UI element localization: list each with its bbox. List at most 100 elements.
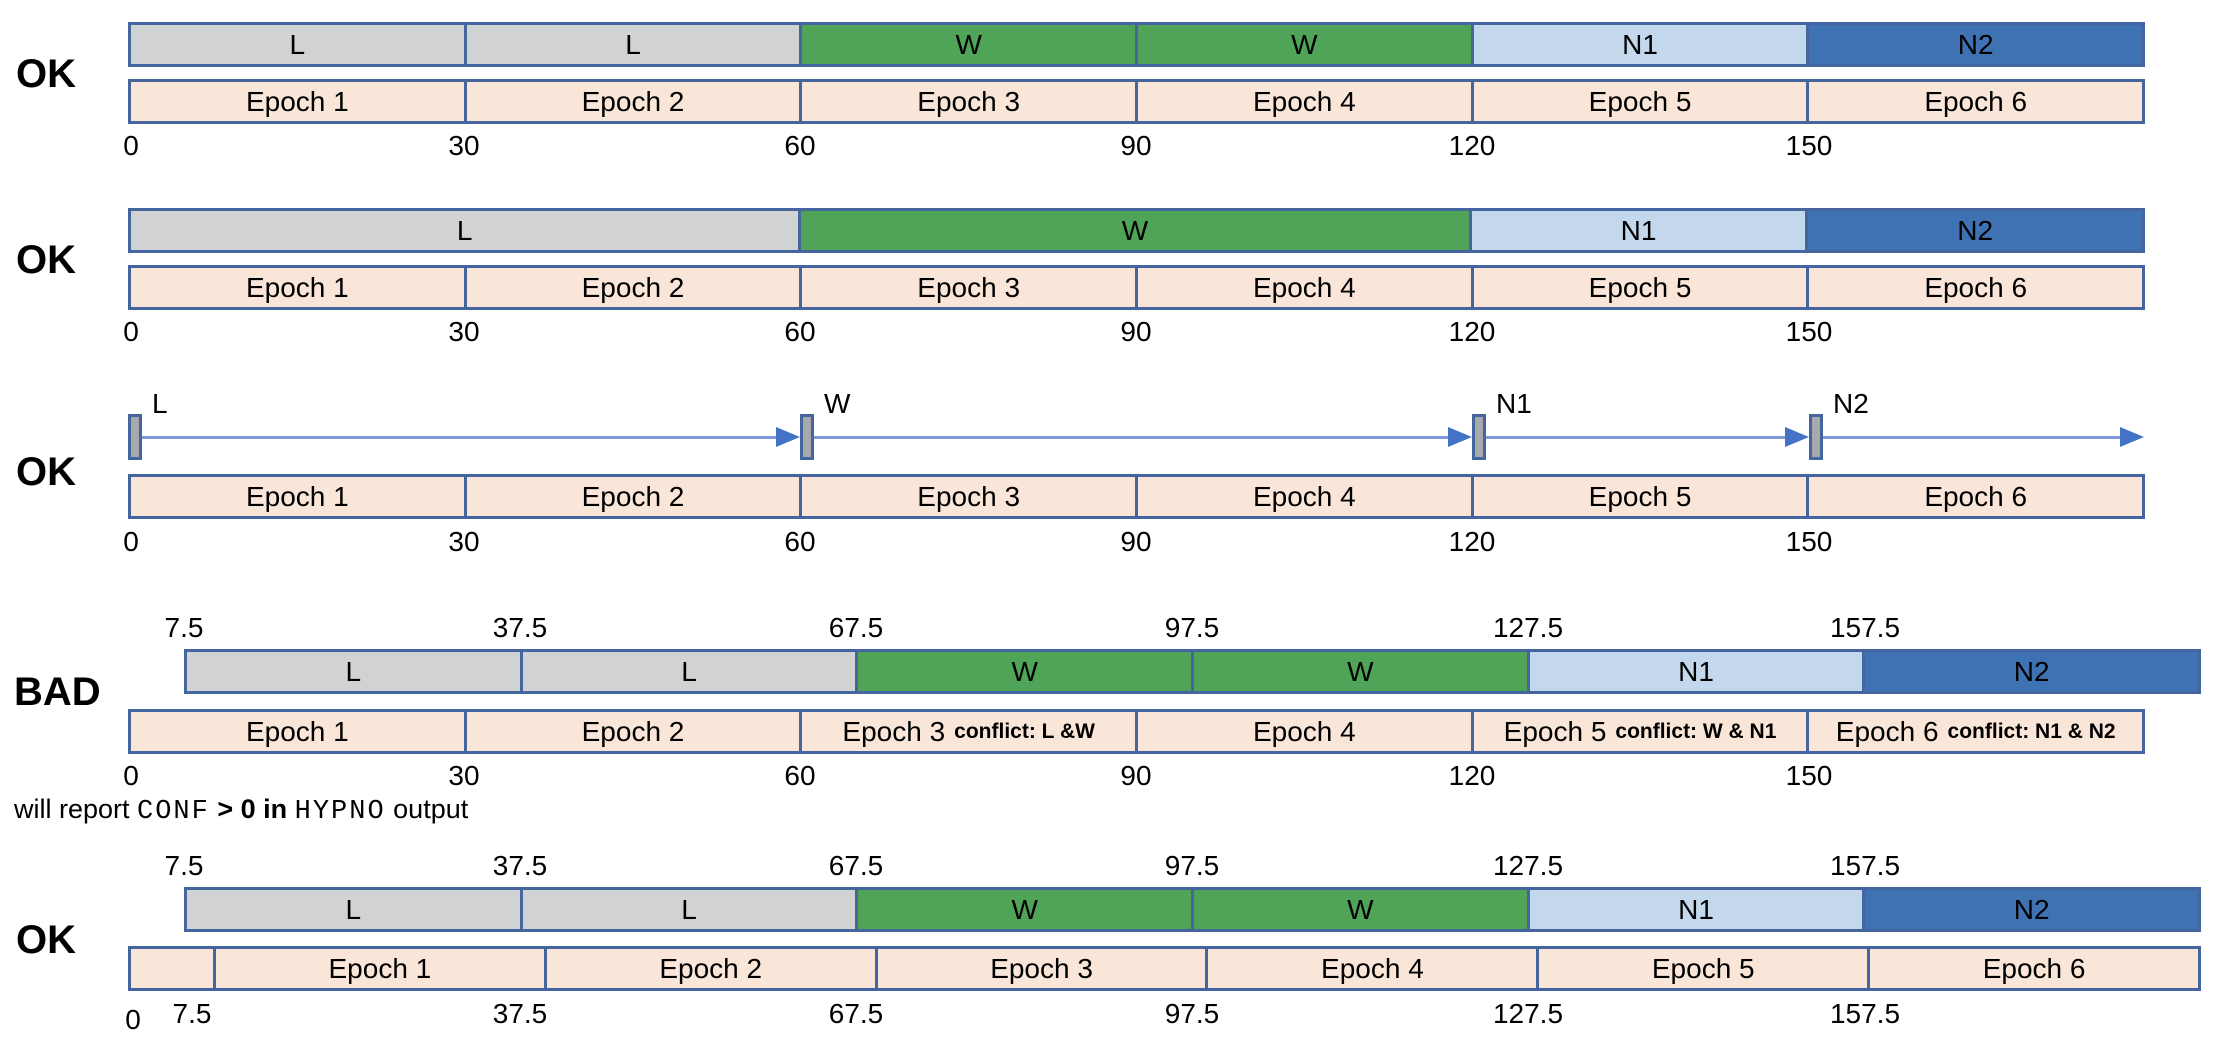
epoch-bar: Epoch 1 Epoch 2 Epoch 3 Epoch 4 Epoch 5 … [128, 474, 2145, 519]
epoch-cell: Epoch 3 [874, 949, 1206, 988]
verdict-label: OK [16, 918, 76, 962]
axis-tick-label: 0 [125, 1004, 141, 1035]
axis-tick-label: 150 [1785, 526, 1833, 557]
stage-segment: W [798, 211, 1469, 250]
top-axis-tick-label: 37.5 [492, 612, 548, 643]
timeline-arrow [814, 436, 1448, 439]
code-hypno: HYPNO [294, 797, 386, 827]
epoch-label: Epoch 3 [842, 715, 946, 747]
epoch-bar: Epoch 1 Epoch 2 Epoch 3 conflict: L &W E… [128, 709, 2145, 754]
axis-tick-label: 150 [1785, 760, 1833, 791]
epoch-cell: Epoch 2 [463, 82, 800, 121]
epoch-cell-conflict: Epoch 6 conflict: N1 & N2 [1806, 712, 2143, 751]
top-axis-tick-label: 37.5 [492, 850, 548, 881]
stage-segment: N2 [1862, 652, 2199, 691]
axis-tick-label: 60 [784, 760, 816, 791]
axis-tick-label: 90 [1120, 760, 1152, 791]
axis-tick-label: 127.5 [1492, 998, 1564, 1029]
stage-segment: L [519, 652, 856, 691]
epoch-cell: Epoch 4 [1135, 268, 1471, 307]
epoch-cell: Epoch 3 [799, 268, 1136, 307]
epoch-cell: Epoch 6 [1867, 949, 2199, 988]
note-part: > 0 in [209, 794, 295, 824]
timeline-arrow [1486, 436, 1785, 439]
epoch-cell: Epoch 2 [543, 949, 875, 988]
epoch-bar-shifted: Epoch 1 Epoch 2 Epoch 3 Epoch 4 Epoch 5 … [128, 946, 2201, 991]
top-axis-tick-label: 7.5 [164, 850, 204, 881]
axis-tick-label: 37.5 [492, 998, 548, 1029]
stage-bar-shifted: L L W W N1 N2 [184, 649, 2201, 694]
stage-marker-label: W [824, 388, 851, 419]
stage-marker-label: L [152, 388, 168, 419]
top-axis-tick-label: 157.5 [1829, 850, 1901, 881]
axis-tick-label: 0 [123, 316, 139, 347]
axis-tick-label: 0 [123, 526, 139, 557]
top-axis-tick-label: 127.5 [1492, 612, 1564, 643]
epoch-cell: Epoch 4 [1135, 82, 1471, 121]
epoch-cell: Epoch 6 [1806, 268, 2143, 307]
axis-tick-label: 90 [1120, 526, 1152, 557]
epoch-cell: Epoch 2 [463, 712, 800, 751]
arrowhead-icon [1448, 427, 1472, 447]
axis-tick-label: 60 [784, 526, 816, 557]
epoch-cell: Epoch 1 [131, 477, 464, 516]
top-axis-tick-label: 127.5 [1492, 850, 1564, 881]
axis-tick-label: 120 [1448, 526, 1496, 557]
epoch-cell-conflict: Epoch 5 conflict: W & N1 [1470, 712, 1807, 751]
axis-tick-label: 0 [123, 760, 139, 791]
axis-tick-label: 67.5 [828, 998, 884, 1029]
epoch-cell: Epoch 2 [463, 268, 800, 307]
epoch-cell: Epoch 4 [1135, 712, 1471, 751]
top-axis-tick-label: 67.5 [828, 612, 884, 643]
axis-tick-label: 30 [448, 526, 480, 557]
top-axis-tick-label: 97.5 [1164, 612, 1220, 643]
stage-segment: N2 [1805, 211, 2142, 250]
axis-tick-label: 157.5 [1829, 998, 1901, 1029]
axis-tick-label: 90 [1120, 130, 1152, 161]
arrowhead-icon [776, 427, 800, 447]
stage-segment: N1 [1526, 890, 1863, 929]
stage-segment: L [519, 890, 856, 929]
epoch-cell: Epoch 4 [1135, 477, 1471, 516]
stage-segment: N1 [1470, 25, 1807, 64]
axis-tick-label: 7.5 [172, 998, 212, 1029]
axis-tick-label: 120 [1448, 316, 1496, 347]
stage-bar: L W N1 N2 [128, 208, 2145, 253]
timeline-arrow [142, 436, 778, 439]
conflict-label: conflict: N1 & N2 [1947, 719, 2116, 743]
stage-segment: L [131, 25, 464, 64]
stage-segment: L [187, 652, 520, 691]
epoch-label: Epoch 6 [1835, 715, 1939, 747]
top-axis-tick-label: 7.5 [164, 612, 204, 643]
epoch-stub-cell [131, 949, 213, 988]
stage-segment: W [1135, 25, 1471, 64]
stage-onset-marker [800, 414, 814, 460]
stage-segment: N1 [1526, 652, 1863, 691]
axis-tick-label: 120 [1448, 130, 1496, 161]
epoch-cell: Epoch 1 [212, 949, 544, 988]
arrowhead-icon [1785, 427, 1809, 447]
axis-tick-label: 150 [1785, 316, 1833, 347]
stage-segment: L [463, 25, 800, 64]
epoch-bar: Epoch 1 Epoch 2 Epoch 3 Epoch 4 Epoch 5 … [128, 79, 2145, 124]
conflict-label: conflict: W & N1 [1615, 719, 1777, 743]
stage-segment: W [855, 890, 1192, 929]
axis-tick-label: 120 [1448, 760, 1496, 791]
axis-tick-label: 97.5 [1164, 998, 1220, 1029]
epoch-cell: Epoch 5 [1536, 949, 1868, 988]
epoch-cell: Epoch 3 [799, 82, 1136, 121]
epoch-label: Epoch 5 [1503, 715, 1607, 747]
stage-segment: N2 [1862, 890, 2199, 929]
stage-segment: N2 [1806, 25, 2143, 64]
epoch-cell: Epoch 1 [131, 268, 464, 307]
stage-segment: W [799, 25, 1136, 64]
top-axis-tick-label: 157.5 [1829, 612, 1901, 643]
top-axis-tick-label: 67.5 [828, 850, 884, 881]
epoch-cell: Epoch 1 [131, 82, 464, 121]
epoch-cell-conflict: Epoch 3 conflict: L &W [799, 712, 1136, 751]
stage-bar: L L W W N1 N2 [128, 22, 2145, 67]
verdict-label: BAD [14, 670, 101, 714]
arrowhead-icon [2120, 427, 2144, 447]
axis-tick-label: 150 [1785, 130, 1833, 161]
